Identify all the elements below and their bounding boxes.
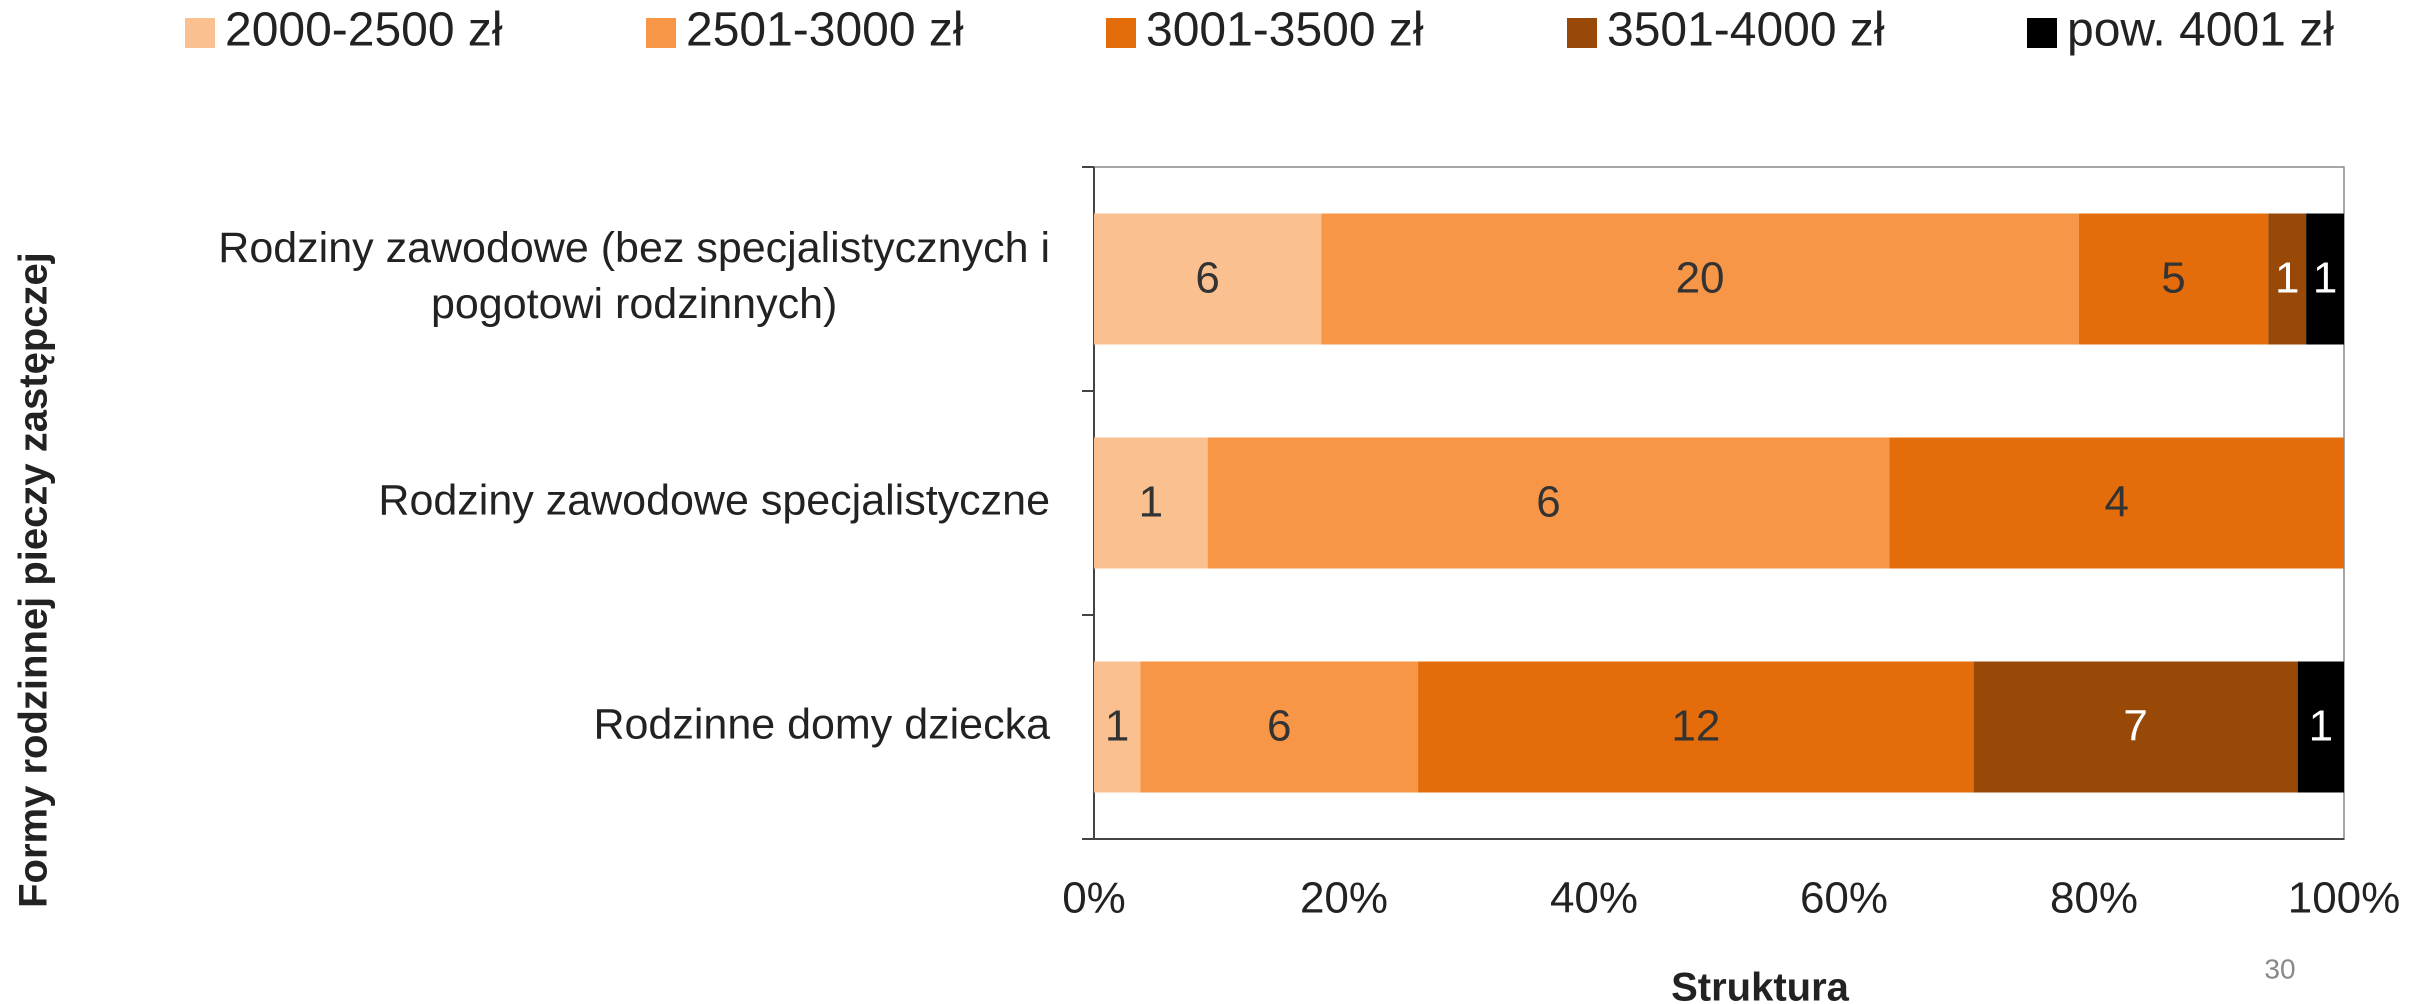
legend-label: 2000-2500 zł xyxy=(225,4,503,57)
legend-swatch xyxy=(2027,18,2057,48)
bar-segment xyxy=(1889,437,2344,569)
bar-segment xyxy=(2297,661,2344,793)
bar-segment xyxy=(1094,437,1208,569)
bar-segment xyxy=(2268,213,2307,345)
data-label: 6 xyxy=(1536,478,1560,527)
y-tick-label: Rodziny zawodowe (bez specjalistycznych … xyxy=(218,224,1050,328)
legend-label: pow. 4001 zł xyxy=(2067,4,2334,57)
data-label: 1 xyxy=(1105,702,1129,751)
y-tick-label: Rodzinne domy dziecka xyxy=(593,700,1050,748)
data-label: 5 xyxy=(2161,254,2185,303)
data-label: 1 xyxy=(2309,702,2333,751)
legend-label: 3501-4000 zł xyxy=(1607,4,1885,57)
bar-segment xyxy=(1094,661,1141,793)
bar-segment xyxy=(2078,213,2269,345)
y-axis-title: Formy rodzinnej pieczy zastępczej xyxy=(12,252,56,908)
data-label: 1 xyxy=(1139,478,1163,527)
x-tick-label: 40% xyxy=(1550,874,1638,923)
x-tick-label: 80% xyxy=(2050,874,2138,923)
data-label: 1 xyxy=(2275,254,2299,303)
bar-segment xyxy=(1321,213,2079,345)
x-tick-label: 60% xyxy=(1800,874,1888,923)
bar-segment xyxy=(1207,437,1890,569)
data-label: 20 xyxy=(1676,254,1725,303)
data-label: 6 xyxy=(1267,702,1291,751)
data-label: 1 xyxy=(2313,254,2337,303)
legend-swatch xyxy=(1106,18,1136,48)
legend-label: 2501-3000 zł xyxy=(686,4,964,57)
legend-swatch xyxy=(646,18,676,48)
data-label: 7 xyxy=(2123,702,2147,751)
bar-segment xyxy=(1418,661,1974,793)
legend-swatch xyxy=(1567,18,1597,48)
data-label: 6 xyxy=(1195,254,1219,303)
data-label: 4 xyxy=(2104,478,2128,527)
page-number: 30 xyxy=(2264,953,2295,984)
legend-swatch xyxy=(185,18,215,48)
bar-segment xyxy=(2306,213,2344,345)
x-tick-label: 0% xyxy=(1062,874,1126,923)
legend-label: 3001-3500 zł xyxy=(1146,4,1424,57)
x-tick-label: 20% xyxy=(1300,874,1388,923)
bar-segment xyxy=(1973,661,2298,793)
x-tick-label: 100% xyxy=(2288,874,2401,923)
y-tick-label: Rodziny zawodowe specjalistyczne xyxy=(378,476,1050,524)
x-axis-title: Struktura xyxy=(1671,966,1850,1004)
bar-segment xyxy=(1140,661,1419,793)
bar-segment xyxy=(1094,213,1322,345)
data-label: 12 xyxy=(1671,702,1720,751)
